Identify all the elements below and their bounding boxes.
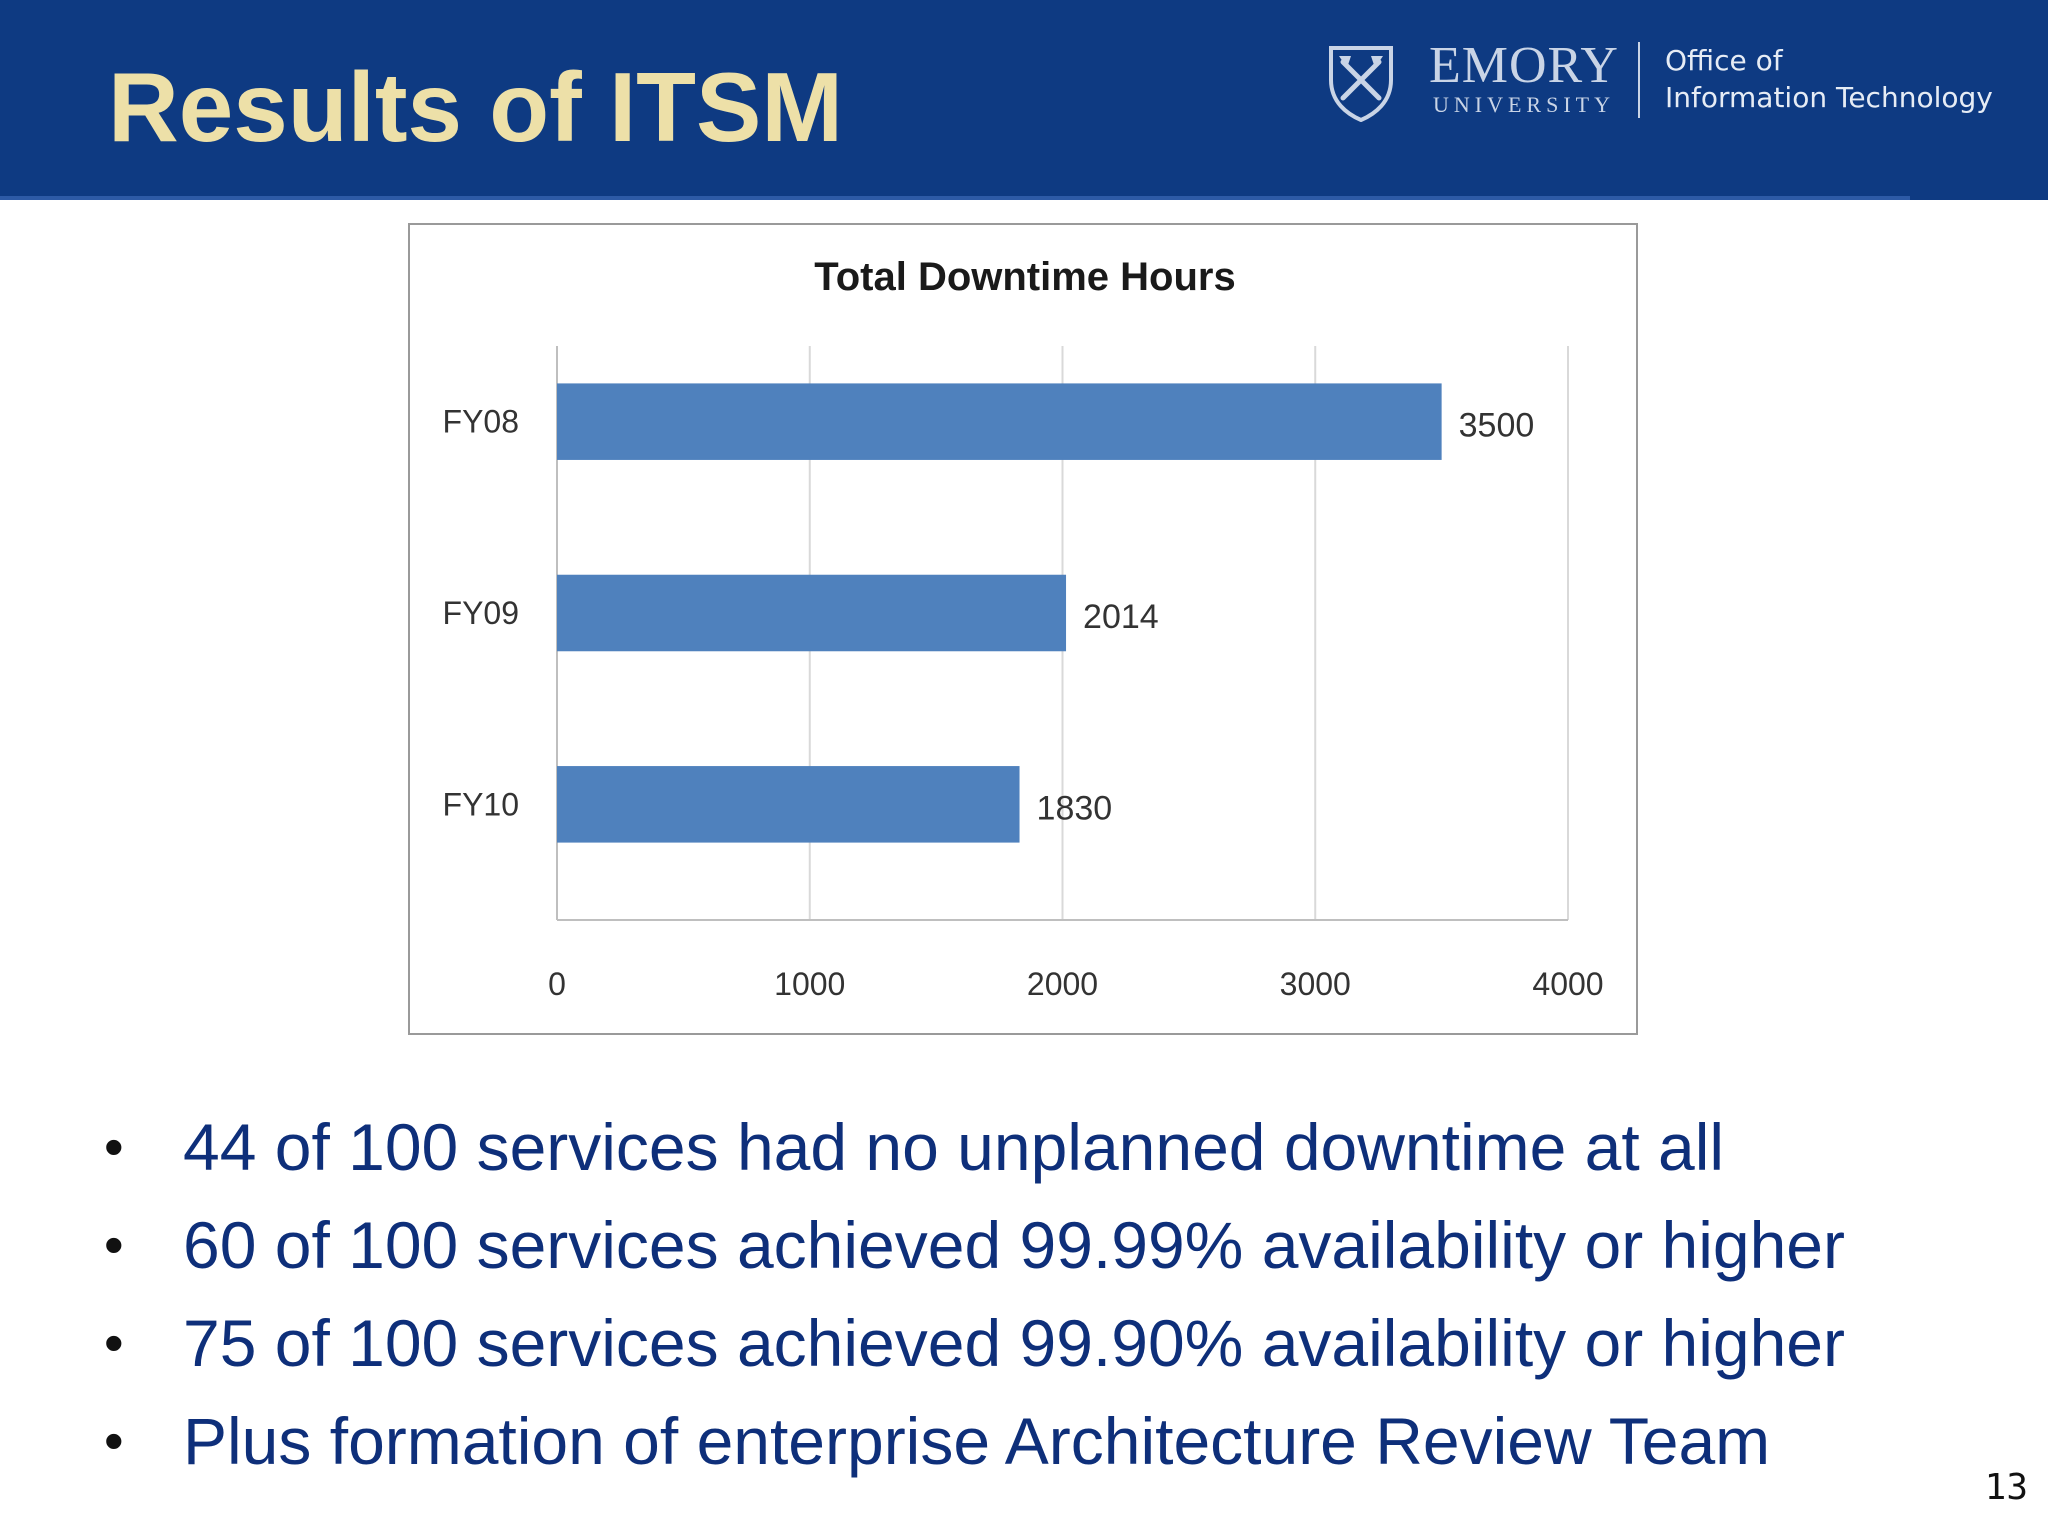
x-tick-label: 2000 xyxy=(1027,966,1098,1002)
logo-divider xyxy=(1638,42,1640,118)
office-line-1: Office of xyxy=(1665,44,1783,77)
data-label: 3500 xyxy=(1459,407,1535,445)
chart-title: Total Downtime Hours xyxy=(814,255,1235,299)
bar xyxy=(557,383,1442,460)
slide-title: Results of ITSM xyxy=(108,52,844,162)
page-number: 13 xyxy=(1984,1467,2028,1508)
y-tick-label: FY08 xyxy=(443,404,519,440)
emory-shield-icon xyxy=(1329,46,1393,122)
office-line-2: Information Technology xyxy=(1665,81,1993,114)
data-label: 1830 xyxy=(1037,789,1113,827)
bullet-item: 44 of 100 services had no unplanned down… xyxy=(100,1098,1845,1196)
logo-subname: UNIVERSITY xyxy=(1433,92,1615,117)
bullet-list: 44 of 100 services had no unplanned down… xyxy=(100,1098,1845,1490)
x-tick-label: 1000 xyxy=(774,966,845,1002)
banner-stripe xyxy=(0,196,1910,200)
emory-logo: EMORY UNIVERSITY Office of Information T… xyxy=(1325,38,2025,128)
office-name: Office of Information Technology xyxy=(1665,42,1993,116)
y-tick-label: FY09 xyxy=(443,595,519,631)
title-banner: Results of ITSM EMORY UNIVERSITY Office … xyxy=(0,0,2048,200)
chart-svg: Total Downtime Hours 0 1000 2000 3000 4000 FY0… xyxy=(443,255,1604,1002)
bullet-item: 75 of 100 services achieved 99.90% avail… xyxy=(100,1294,1845,1392)
y-tick-label: FY10 xyxy=(443,786,519,822)
bar xyxy=(557,766,1020,843)
bullet-item: Plus formation of enterprise Architectur… xyxy=(100,1392,1845,1490)
x-tick-label: 3000 xyxy=(1280,966,1351,1002)
bar xyxy=(557,574,1067,652)
downtime-chart: Total Downtime Hours 0 1000 2000 3000 4000 FY0… xyxy=(408,223,1638,1035)
logo-name: EMORY xyxy=(1429,37,1619,94)
x-tick-label: 4000 xyxy=(1532,966,1603,1002)
data-label: 2014 xyxy=(1083,598,1159,636)
bullet-item: 60 of 100 services achieved 99.99% avail… xyxy=(100,1196,1845,1294)
x-tick-label: 0 xyxy=(548,966,566,1002)
